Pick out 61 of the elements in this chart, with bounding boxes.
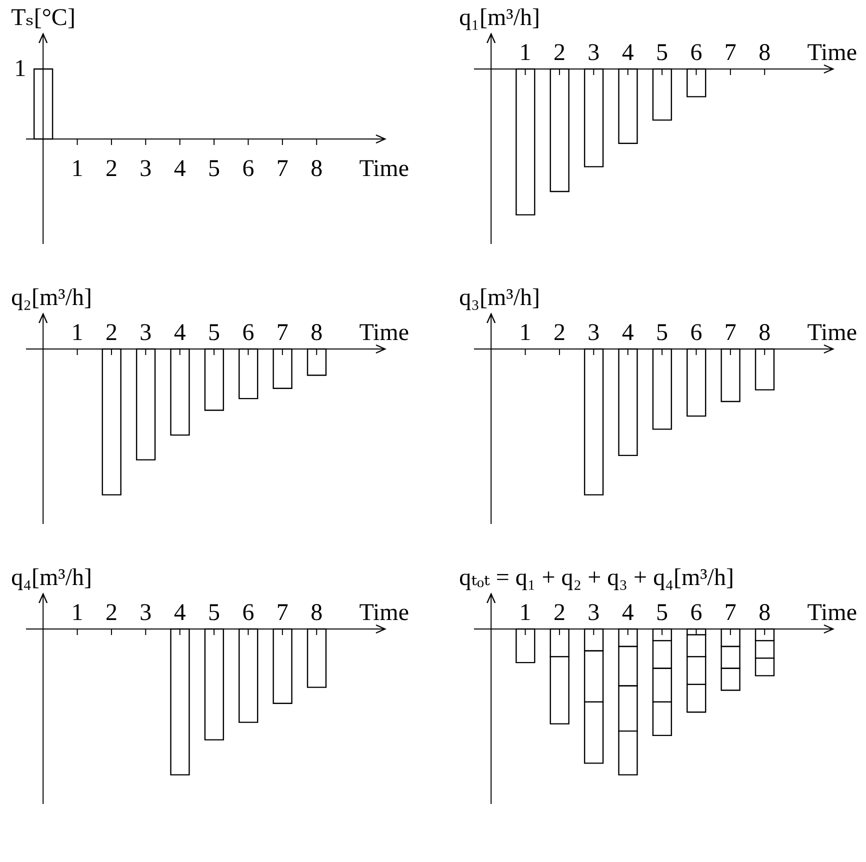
x-tick-label: 7: [276, 600, 288, 626]
x-tick-label: 2: [553, 40, 566, 66]
x-tick-label: 4: [622, 600, 634, 626]
x-axis-title: Time: [807, 600, 857, 626]
x-tick-label: 1: [71, 320, 84, 346]
x-tick-label: 2: [553, 600, 566, 626]
x-tick-label: 1: [519, 320, 532, 346]
y-axis-title: q₁[m³/h]: [459, 5, 540, 31]
x-tick-label: 2: [553, 320, 566, 346]
x-tick-label: 8: [758, 320, 771, 346]
x-tick-label: 4: [174, 320, 186, 346]
x-tick-label: 6: [242, 320, 254, 346]
x-tick-label: 5: [208, 156, 220, 182]
x-tick-label: 8: [310, 600, 323, 626]
x-tick-label: 1: [519, 600, 532, 626]
x-tick-label: 2: [105, 156, 118, 182]
x-tick-label: 6: [690, 320, 702, 346]
x-tick-label: 7: [724, 320, 736, 346]
x-tick-label: 1: [519, 40, 532, 66]
x-tick-label: 3: [588, 600, 600, 626]
x-tick-label: 3: [140, 156, 152, 182]
y-axis-title: qₜₒₜ = q₁ + q₂ + q₃ + q₄[m³/h]: [459, 565, 734, 591]
x-tick-label: 5: [208, 320, 220, 346]
x-tick-label: 4: [622, 40, 634, 66]
x-tick-label: 2: [105, 320, 118, 346]
x-tick-label: 7: [724, 40, 736, 66]
x-tick-label: 2: [105, 600, 118, 626]
x-axis-title: Time: [359, 156, 409, 182]
x-tick-label: 5: [656, 600, 668, 626]
x-tick-label: 4: [622, 320, 634, 346]
x-axis-title: Time: [807, 320, 857, 346]
x-tick-label: 6: [242, 156, 254, 182]
data-label: 1: [14, 56, 26, 82]
x-tick-label: 3: [140, 600, 152, 626]
x-tick-label: 8: [758, 40, 771, 66]
x-tick-label: 3: [588, 40, 600, 66]
x-tick-label: 5: [208, 600, 220, 626]
x-tick-label: 7: [276, 320, 288, 346]
x-tick-label: 4: [174, 156, 186, 182]
y-axis-title: q₄[m³/h]: [11, 565, 92, 591]
x-tick-label: 5: [656, 320, 668, 346]
x-tick-label: 7: [724, 600, 736, 626]
y-axis-title: q₃[m³/h]: [459, 285, 540, 311]
x-tick-label: 8: [758, 600, 771, 626]
y-axis-title: q₂[m³/h]: [11, 285, 92, 311]
x-tick-label: 1: [71, 600, 84, 626]
y-axis-title: Tₛ[°C]: [11, 5, 76, 31]
x-tick-label: 7: [276, 156, 288, 182]
x-tick-label: 4: [174, 600, 186, 626]
x-tick-label: 6: [242, 600, 254, 626]
x-tick-label: 6: [690, 40, 702, 66]
x-tick-label: 5: [656, 40, 668, 66]
x-tick-label: 8: [310, 156, 323, 182]
x-tick-label: 3: [588, 320, 600, 346]
x-axis-title: Time: [807, 40, 857, 66]
x-axis-title: Time: [359, 600, 409, 626]
x-tick-label: 6: [690, 600, 702, 626]
x-tick-label: 1: [71, 156, 84, 182]
x-axis-title: Time: [359, 320, 409, 346]
x-tick-label: 3: [140, 320, 152, 346]
x-tick-label: 8: [310, 320, 323, 346]
